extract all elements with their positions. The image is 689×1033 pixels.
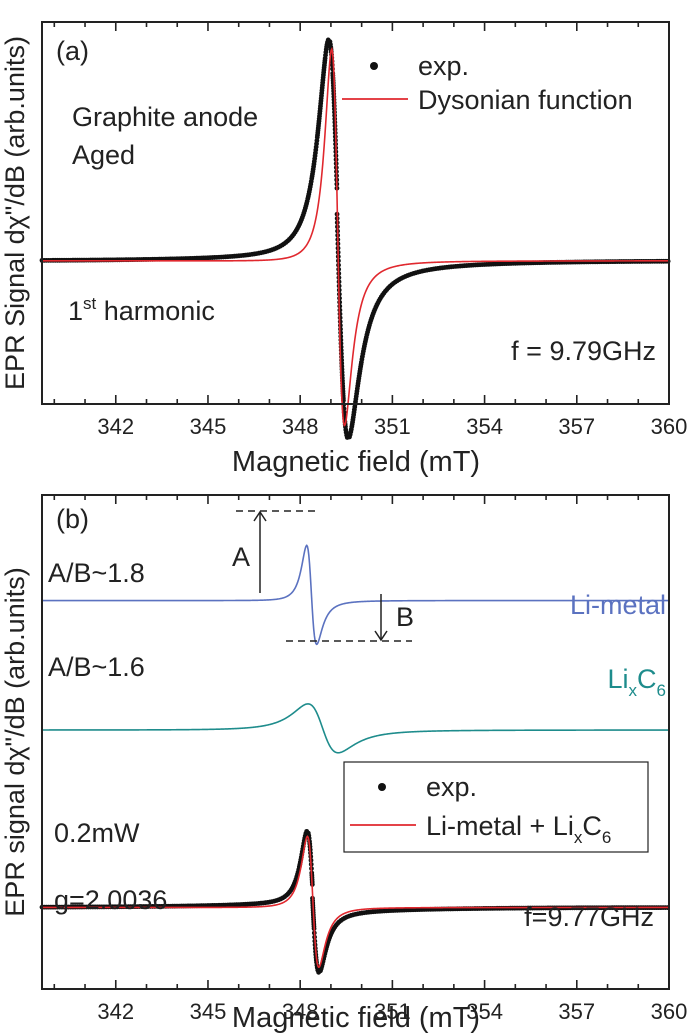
panel-a-x-tick-label-360: 360 — [651, 414, 688, 439]
lixc6-sub-x: x — [629, 681, 638, 700]
panel-a: 342 345 348 351 354 357 360 (a) Graphite anode… — [0, 21, 688, 478]
panel-a-x-tick-label-345: 345 — [190, 414, 227, 439]
legend-exp-marker — [370, 62, 378, 70]
power-label: 0.2mW — [54, 818, 140, 848]
harmonic-number: 1 — [68, 296, 83, 326]
legend-box — [343, 761, 649, 853]
panel-b-series-li-metal — [42, 544, 669, 646]
panel-a-x-tick-label-348: 348 — [282, 414, 319, 439]
panel-a-x-axis-label: Magnetic field (mT) — [232, 446, 480, 478]
panel-b-series-lixc6 — [42, 703, 669, 754]
panel-a-x-tick-label-354: 354 — [466, 414, 503, 439]
legend-fit-label: Li-metal + LixC6 — [426, 811, 611, 847]
panel-b-x-tick-label-357: 357 — [558, 999, 595, 1024]
panel-b-x-axis-label: Magnetic field (mT) — [232, 1002, 480, 1033]
panel-b-y-axis-label: EPR signal dχ"/dB (arb.units) — [0, 567, 30, 916]
g-factor-label: g=2.0036 — [54, 885, 167, 915]
panel-a-y-axis-label: EPR Signal dχ"/dB (arb.units) — [0, 36, 30, 390]
marker-a-arrowhead — [253, 510, 267, 522]
panel-a-x-tick-label-342: 342 — [97, 414, 134, 439]
panel-a-x-axis: 342 345 348 351 354 357 360 — [53, 22, 688, 439]
panel-a-harmonic-label: 1st harmonic — [68, 294, 215, 326]
legend-exp-marker — [378, 783, 386, 791]
lixc6-sub-6: 6 — [657, 681, 666, 700]
marker-b-label: B — [396, 602, 414, 632]
panel-b-x-tick-label-342: 342 — [97, 999, 134, 1024]
legend-fit-sub-x: x — [574, 828, 583, 847]
legend-dysonian-label: Dysonian function — [418, 85, 633, 115]
ratio-li-metal: A/B~1.8 — [48, 558, 145, 588]
marker-a-label: A — [232, 542, 250, 572]
lixc6-base: Li — [608, 664, 629, 694]
panel-a-x-tick-label-357: 357 — [558, 414, 595, 439]
panel-a-frequency: f = 9.79GHz — [511, 336, 656, 366]
panel-b-x-tick-label-351: 351 — [374, 999, 411, 1024]
amplitude-markers — [236, 510, 412, 642]
panel-b-x-tick-label-354: 354 — [466, 999, 503, 1024]
legend-exp-label: exp. — [418, 51, 469, 81]
panel-b-plot-area — [39, 544, 670, 975]
panel-a-legend: exp. Dysonian function — [342, 51, 633, 115]
harmonic-superscript: st — [83, 294, 97, 313]
panel-a-plot-area — [39, 37, 671, 440]
legend-fit-base: Li-metal + Li — [426, 811, 574, 841]
panel-a-frame — [41, 21, 670, 405]
panel-b-frame — [41, 494, 670, 990]
harmonic-text: harmonic — [96, 296, 215, 326]
panel-b-x-tick-label-360: 360 — [651, 999, 688, 1024]
panel-a-sample-line2: Aged — [72, 140, 135, 170]
panel-b-series-li-metal-lixc6 — [42, 835, 669, 969]
legend-exp-label: exp. — [426, 772, 477, 802]
label-li-metal: Li-metal — [570, 590, 666, 620]
label-lixc6: LixC6 — [608, 664, 666, 700]
panel-b: 342 345 348 351 354 357 360 (b) A/B~1.8 A/B~1.… — [0, 494, 688, 1033]
legend-fit-c: C — [582, 811, 602, 841]
panel-b-frequency: f=9.77GHz — [524, 902, 654, 932]
marker-b-arrowhead — [374, 630, 388, 642]
panel-b-x-axis: 342 345 348 351 354 357 360 — [53, 495, 688, 1024]
lixc6-c: C — [637, 664, 657, 694]
legend-fit-sub-6: 6 — [602, 828, 611, 847]
ratio-lixc6: A/B~1.6 — [48, 652, 145, 682]
panel-b-label: (b) — [56, 504, 89, 534]
panel-a-sample-line1: Graphite anode — [72, 102, 258, 132]
panel-b-x-tick-label-348: 348 — [282, 999, 319, 1024]
panel-b-x-tick-label-345: 345 — [190, 999, 227, 1024]
panel-a-label: (a) — [56, 36, 89, 66]
panel-b-legend: exp. Li-metal + LixC6 — [343, 761, 649, 853]
panel-a-series-dysonian-function — [42, 46, 669, 427]
panel-a-x-tick-label-351: 351 — [374, 414, 411, 439]
